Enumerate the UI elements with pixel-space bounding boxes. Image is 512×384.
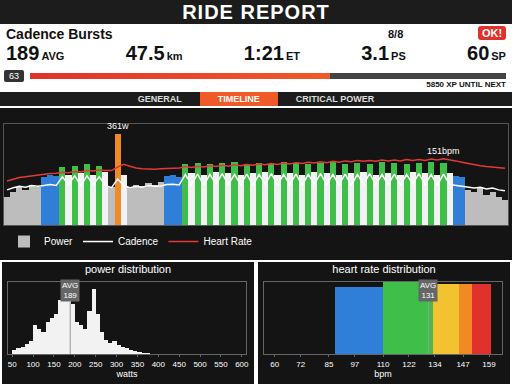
svg-text:450: 450 bbox=[173, 360, 187, 369]
html-text:189AVG: 189AVG bbox=[6, 42, 65, 64]
svg-text:heart rate distribution: heart rate distribution bbox=[332, 263, 435, 275]
svg-text:97: 97 bbox=[350, 360, 359, 369]
svg-text:122: 122 bbox=[402, 360, 416, 369]
svg-text:134: 134 bbox=[428, 360, 442, 369]
html-text:GENERAL: GENERAL bbox=[137, 94, 182, 104]
html-text:47.5km: 47.5km bbox=[125, 42, 183, 64]
svg-text:Cadence: Cadence bbox=[118, 236, 158, 247]
html-text:OK!: OK! bbox=[482, 27, 503, 39]
svg-text:85: 85 bbox=[324, 360, 333, 369]
svg-text:150: 150 bbox=[47, 360, 61, 369]
svg-text:361w: 361w bbox=[107, 121, 129, 131]
svg-text:watts: watts bbox=[115, 369, 138, 379]
svg-text:350: 350 bbox=[131, 360, 145, 369]
svg-text:500: 500 bbox=[193, 360, 207, 369]
svg-text:60: 60 bbox=[270, 360, 279, 369]
svg-text:bpm: bpm bbox=[374, 369, 392, 379]
html-text:63: 63 bbox=[9, 71, 19, 81]
html-text:TIMELINE: TIMELINE bbox=[217, 94, 260, 104]
svg-text:AVG131: AVG131 bbox=[420, 281, 436, 300]
html-text:3.1PS: 3.1PS bbox=[361, 42, 406, 64]
svg-text:151bpm: 151bpm bbox=[427, 146, 460, 156]
svg-text:600: 600 bbox=[235, 360, 249, 369]
html-text:RIDE REPORT: RIDE REPORT bbox=[182, 1, 330, 23]
svg-text:110: 110 bbox=[377, 360, 390, 369]
svg-text:Power: Power bbox=[44, 236, 73, 247]
html-text:60SP: 60SP bbox=[467, 42, 506, 64]
svg-text:72: 72 bbox=[296, 360, 305, 369]
svg-text:550: 550 bbox=[214, 360, 228, 369]
svg-text:AVG189: AVG189 bbox=[62, 281, 78, 300]
svg-text:147: 147 bbox=[456, 360, 470, 369]
svg-text:50: 50 bbox=[8, 360, 17, 369]
svg-text:power distribution: power distribution bbox=[85, 263, 171, 275]
svg-text:250: 250 bbox=[89, 360, 103, 369]
html-text:1:21ET: 1:21ET bbox=[243, 42, 300, 64]
html-text:CRITICAL POWER: CRITICAL POWER bbox=[295, 94, 375, 104]
html-text:5850 XP UNTIL NEXT: 5850 XP UNTIL NEXT bbox=[426, 80, 506, 89]
svg-text:Heart Rate: Heart Rate bbox=[203, 236, 252, 247]
svg-text:200: 200 bbox=[68, 360, 82, 369]
html-text:Cadence Bursts: Cadence Bursts bbox=[6, 26, 113, 42]
svg-text:100: 100 bbox=[26, 360, 40, 369]
svg-text:159: 159 bbox=[482, 360, 496, 369]
svg-text:400: 400 bbox=[152, 360, 166, 369]
html-text:8/8: 8/8 bbox=[388, 28, 404, 40]
svg-text:300: 300 bbox=[110, 360, 124, 369]
